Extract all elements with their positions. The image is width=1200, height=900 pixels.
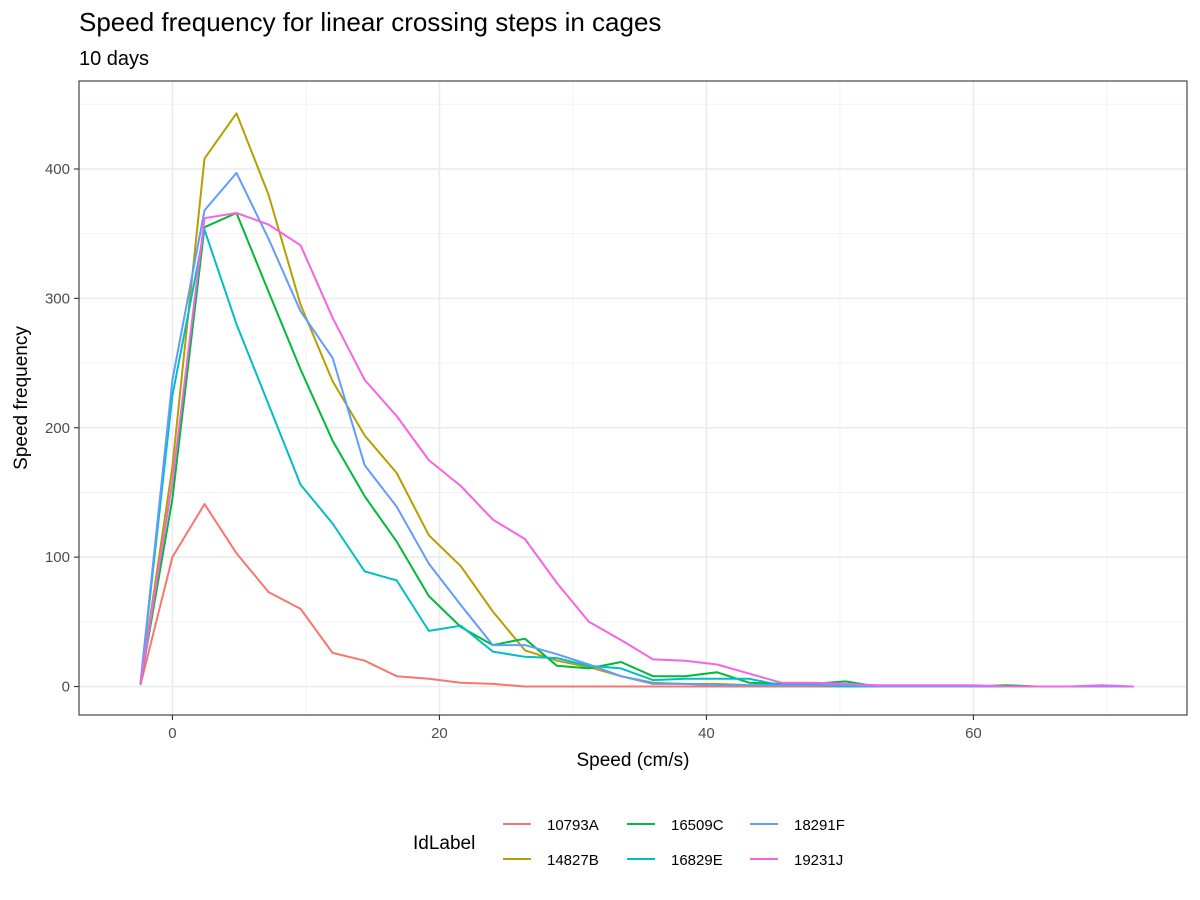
y-axis: 0 100 200 300 400 — [45, 161, 79, 696]
legend-title: IdLabel — [413, 833, 475, 854]
y-tick-label: 100 — [45, 549, 70, 566]
panel-background — [79, 81, 1187, 715]
y-tick-label: 400 — [45, 161, 70, 178]
x-tick-label: 20 — [431, 725, 448, 742]
x-tick-label: 40 — [698, 725, 715, 742]
chart-title: Speed frequency for linear crossing step… — [79, 7, 661, 37]
x-axis-title: Speed (cm/s) — [577, 750, 690, 771]
y-axis-title: Speed frequency — [11, 326, 32, 470]
y-tick-label: 200 — [45, 420, 70, 437]
legend-label-19231J: 19231J — [794, 852, 843, 869]
x-tick-label: 60 — [965, 725, 982, 742]
legend-items: 10793A 14827B 16509C 16829E 18291F 19231J — [503, 817, 845, 869]
minor-gridlines — [79, 81, 1187, 715]
series-line-19231J — [139, 212, 1134, 688]
legend-label-14827B: 14827B — [547, 852, 599, 869]
series-line-18291F — [139, 171, 1134, 688]
legend-label-16829E: 16829E — [671, 852, 723, 869]
plot-panel — [78, 80, 1188, 716]
x-tick-label: 0 — [168, 725, 176, 742]
y-tick-label: 0 — [62, 679, 70, 696]
panel-border — [78, 80, 1188, 716]
legend-label-18291F: 18291F — [794, 817, 845, 834]
y-tick-label: 300 — [45, 290, 70, 307]
chart-subtitle: 10 days — [79, 48, 149, 70]
legend-label-10793A: 10793A — [547, 817, 599, 834]
legend: IdLabel 10793A 14827B 16509C 16829E 18291F 19… — [413, 817, 845, 869]
series-lines — [139, 112, 1134, 688]
x-axis: 0 20 40 60 — [168, 715, 982, 742]
legend-label-16509C: 16509C — [671, 817, 724, 834]
